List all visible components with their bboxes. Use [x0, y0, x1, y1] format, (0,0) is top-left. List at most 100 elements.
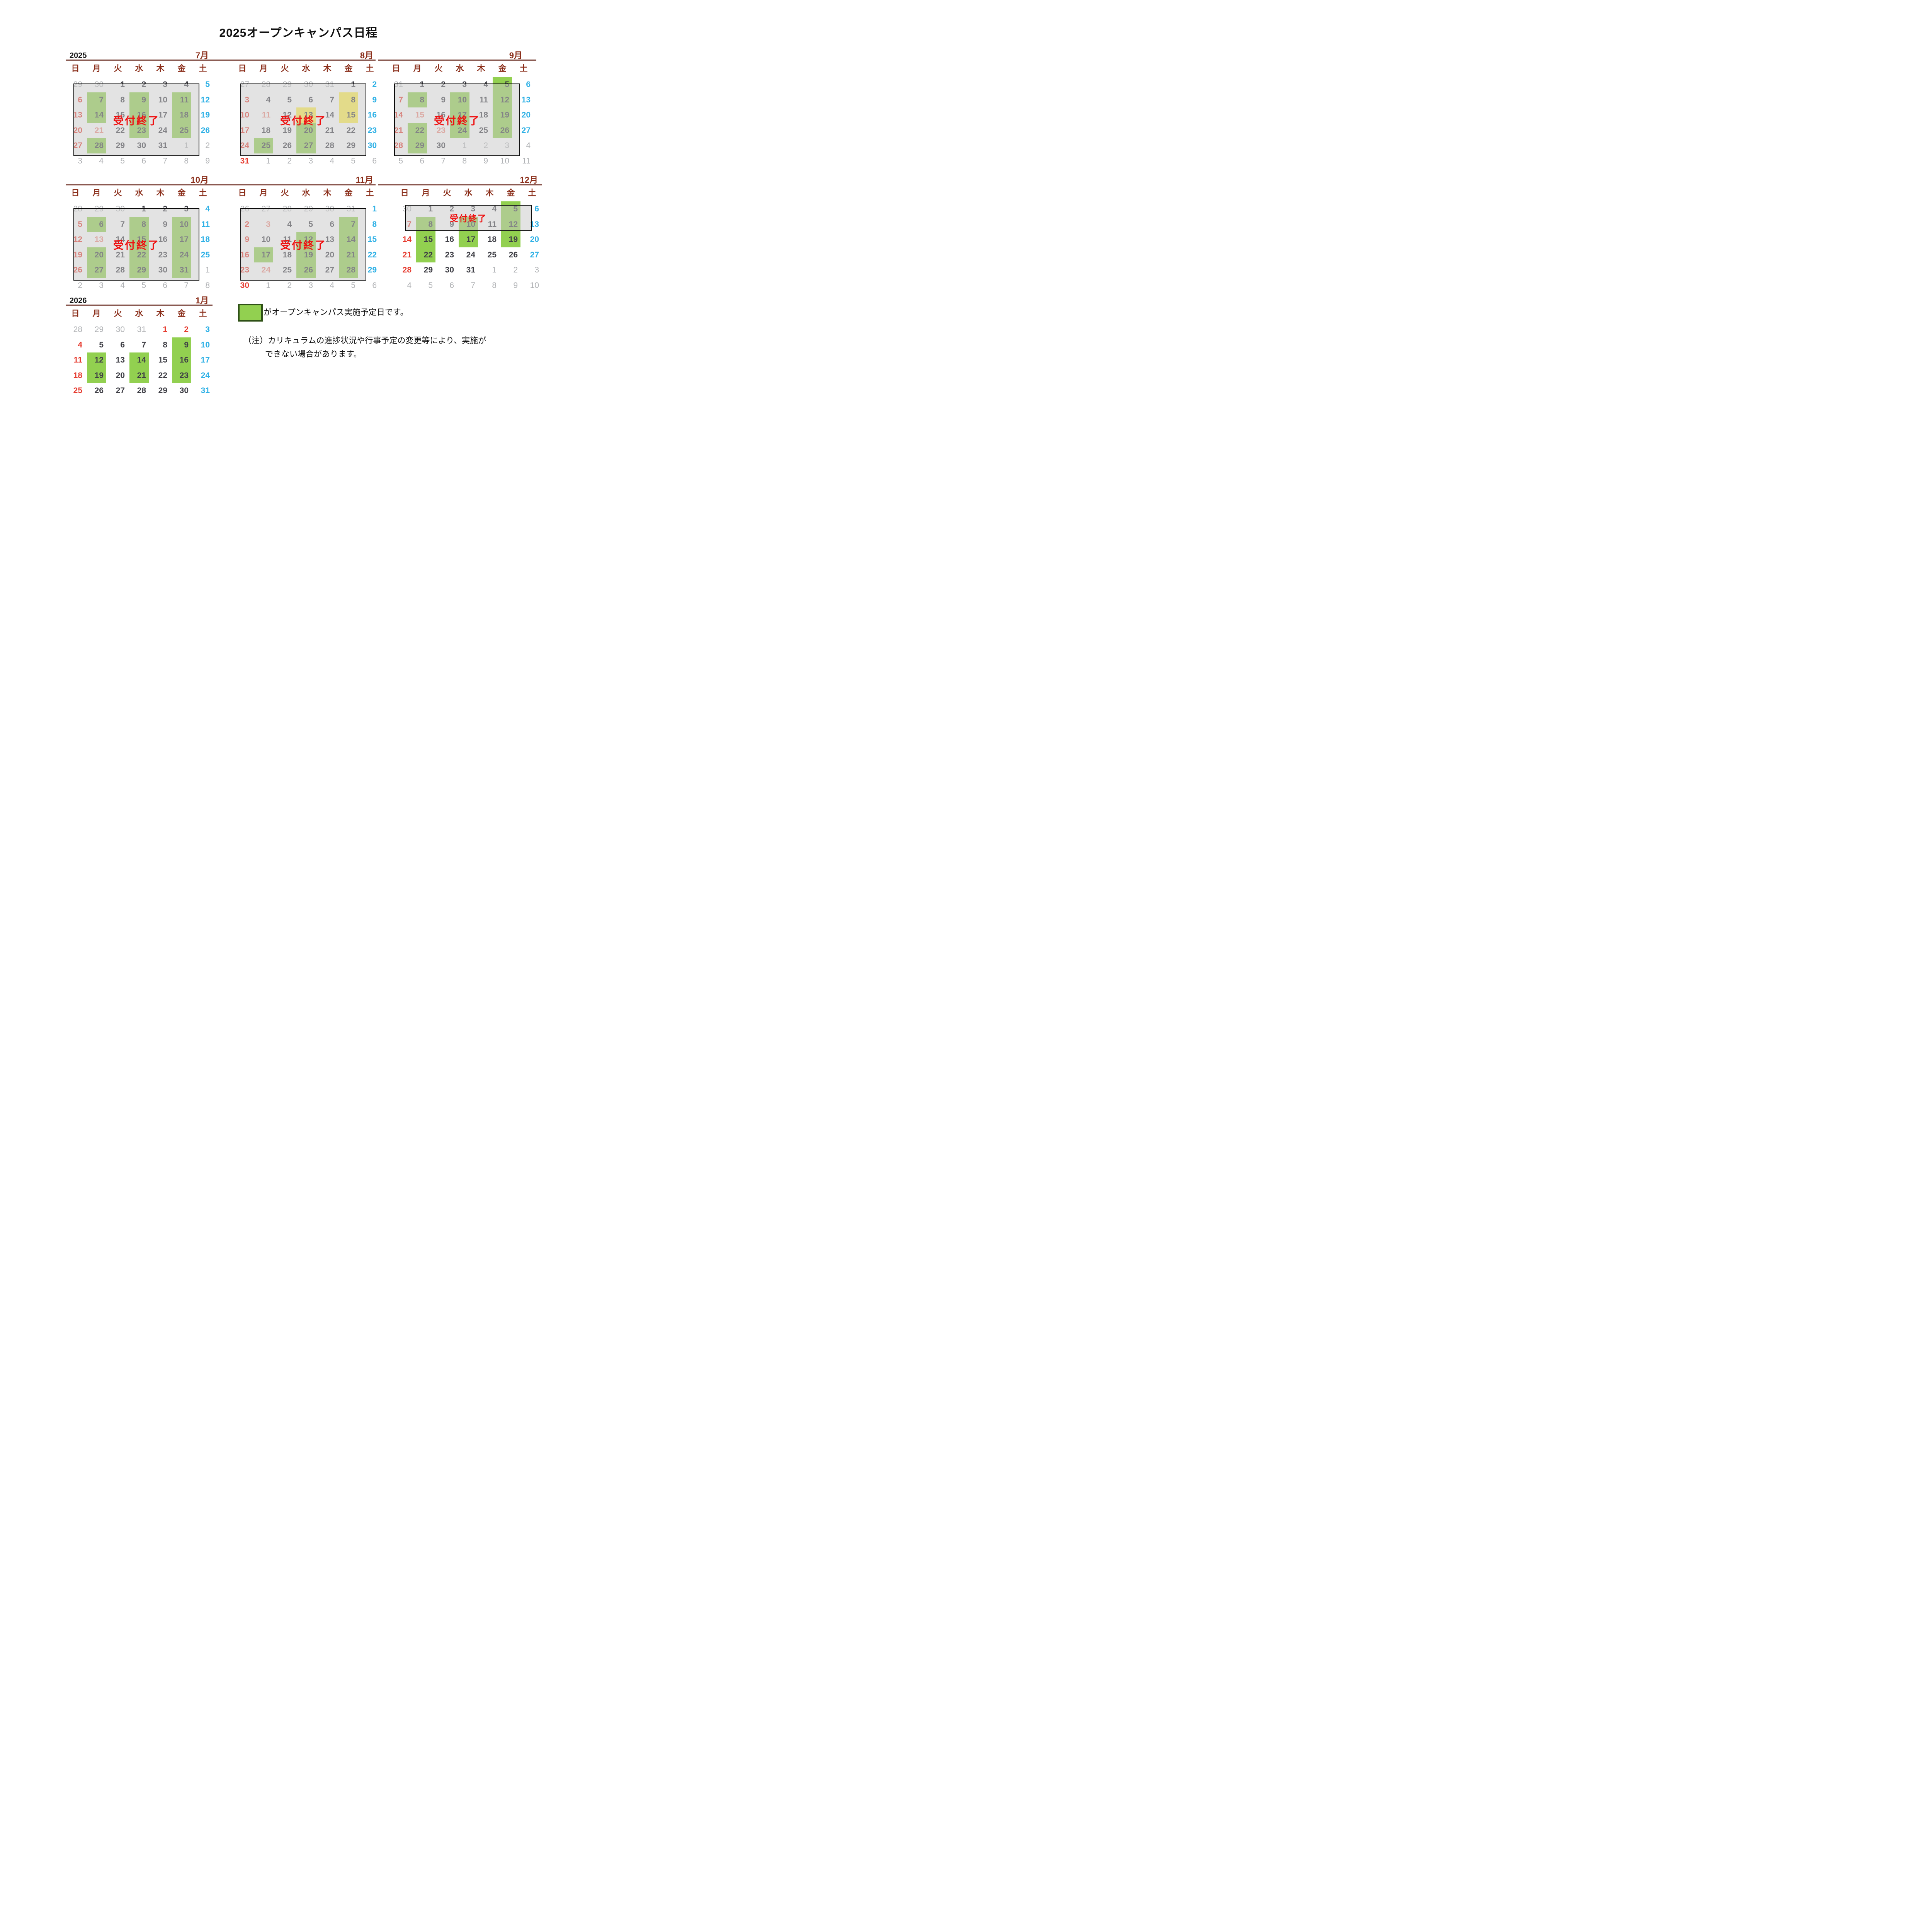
weekday-header: 月 — [92, 309, 101, 318]
day-cell: 6 — [534, 204, 539, 213]
day-cell: 3 — [308, 281, 313, 290]
day-cell: 2 — [205, 141, 210, 150]
weekday-header: 土 — [366, 189, 374, 197]
day-cell: 9 — [172, 337, 191, 353]
day-cell: 8 — [205, 281, 210, 290]
month-label: 9月 — [509, 51, 522, 60]
day-cell: 3 — [205, 325, 210, 334]
weekday-header: 金 — [344, 189, 353, 197]
day-cell: 30 — [240, 281, 249, 290]
month-label: 10月 — [190, 175, 209, 185]
day-cell: 6 — [372, 156, 377, 165]
legend-color-swatch — [238, 304, 263, 322]
weekday-header: 木 — [323, 189, 332, 197]
day-cell: 19 — [501, 232, 520, 247]
reception-closed-label: 受付終了 — [449, 214, 487, 223]
day-cell: 8 — [163, 340, 167, 349]
weekday-header: 水 — [464, 189, 473, 197]
reception-closed-overlay: 受付終了 — [405, 205, 532, 231]
reception-closed-label: 受付終了 — [113, 115, 160, 127]
day-cell: 23 — [445, 250, 454, 259]
weekday-header: 火 — [114, 189, 122, 197]
day-cell: 5 — [428, 281, 433, 290]
day-cell: 3 — [78, 156, 82, 165]
note-text-line1: （注）カリキュラムの進捗状況や行事予定の変更等により、実施が — [243, 336, 486, 345]
reception-closed-label: 受付終了 — [280, 239, 327, 251]
day-cell: 22 — [416, 247, 435, 263]
day-cell: 4 — [205, 204, 210, 213]
calendar-month-2025-12: 12月日月火水木金土301234567891011121314151617181… — [395, 173, 542, 293]
calendar-month-2025-09: 9月日月火水木金土3112345678910111213141516171819… — [386, 49, 533, 169]
day-cell: 7 — [163, 156, 167, 165]
day-cell: 2 — [184, 325, 189, 334]
day-cell: 23 — [367, 126, 377, 135]
month-label: 1月 — [195, 296, 209, 305]
day-cell: 24 — [466, 250, 475, 259]
weekday-header: 日 — [400, 189, 409, 197]
header-rule — [66, 60, 376, 61]
day-cell: 12 — [87, 352, 106, 368]
calendar-month-2025-08: 8月日月火水木金土2728293031123456789101112131415… — [233, 49, 379, 169]
weekday-header: 金 — [498, 64, 507, 73]
day-cell: 8 — [372, 220, 377, 229]
weekday-header: 水 — [135, 189, 143, 197]
day-cell: 13 — [521, 95, 531, 104]
day-cell: 20 — [530, 235, 539, 244]
day-cell: 25 — [201, 250, 210, 259]
day-cell: 29 — [158, 386, 167, 395]
day-cell: 2 — [513, 266, 518, 275]
weekday-header: 水 — [302, 64, 310, 73]
day-cell: 5 — [141, 281, 146, 290]
day-cell: 4 — [99, 156, 104, 165]
day-cell: 1 — [372, 204, 377, 213]
year-label: 2026 — [70, 296, 87, 305]
page-title: 2025オープンキャンパス日程 — [219, 27, 378, 39]
day-cell: 31 — [137, 325, 146, 334]
day-cell: 12 — [201, 95, 210, 104]
day-cell: 5 — [351, 281, 355, 290]
weekday-header: 日 — [392, 64, 400, 73]
day-cell: 26 — [94, 386, 104, 395]
day-cell: 20 — [521, 111, 531, 120]
day-cell: 30 — [179, 386, 189, 395]
weekday-header: 月 — [259, 64, 268, 73]
day-cell: 31 — [466, 266, 475, 275]
year-label: 2025 — [70, 51, 87, 60]
calendar-month-2026-01: 2026 1月日月火水木金土 28 29 30 31 1 2 3 4 5 6 7 8 9 10 11 12 13 14… — [66, 294, 213, 398]
day-cell: 5 — [398, 156, 403, 165]
day-cell: 1 — [266, 156, 270, 165]
open-campus-schedule-page: 2025オープンキャンパス日程 20257月日月火水木金土29301234567… — [0, 0, 597, 422]
day-cell: 8 — [184, 156, 189, 165]
day-cell: 6 — [141, 156, 146, 165]
day-cell: 30 — [116, 325, 125, 334]
day-cell: 9 — [372, 95, 377, 104]
day-cell: 5 — [120, 156, 125, 165]
weekday-header: 月 — [92, 189, 101, 197]
weekday-header: 火 — [443, 189, 451, 197]
day-cell: 18 — [487, 235, 497, 244]
weekday-header: 月 — [413, 64, 422, 73]
note-text-line2: できない場合があります。 — [265, 350, 362, 359]
day-cell: 6 — [120, 340, 125, 349]
day-cell: 28 — [73, 325, 82, 334]
day-cell: 16 — [172, 352, 191, 368]
day-cell: 4 — [120, 281, 125, 290]
day-cell: 6 — [420, 156, 424, 165]
header-rule — [66, 184, 376, 186]
day-cell: 20 — [116, 371, 125, 380]
day-cell: 2 — [372, 80, 377, 89]
day-cell: 9 — [483, 156, 488, 165]
weekday-header: 金 — [177, 309, 186, 318]
weekday-header: 火 — [281, 64, 289, 73]
day-cell: 29 — [423, 266, 433, 275]
weekday-header: 金 — [344, 64, 353, 73]
day-cell: 10 — [530, 281, 539, 290]
weekday-header: 土 — [366, 64, 374, 73]
day-cell: 4 — [407, 281, 412, 290]
day-cell: 28 — [137, 386, 146, 395]
day-cell: 6 — [372, 281, 377, 290]
day-cell: 21 — [129, 368, 149, 383]
weekday-header: 水 — [456, 64, 464, 73]
reception-closed-overlay: 受付終了 — [73, 83, 199, 156]
weekday-header: 金 — [177, 64, 186, 73]
